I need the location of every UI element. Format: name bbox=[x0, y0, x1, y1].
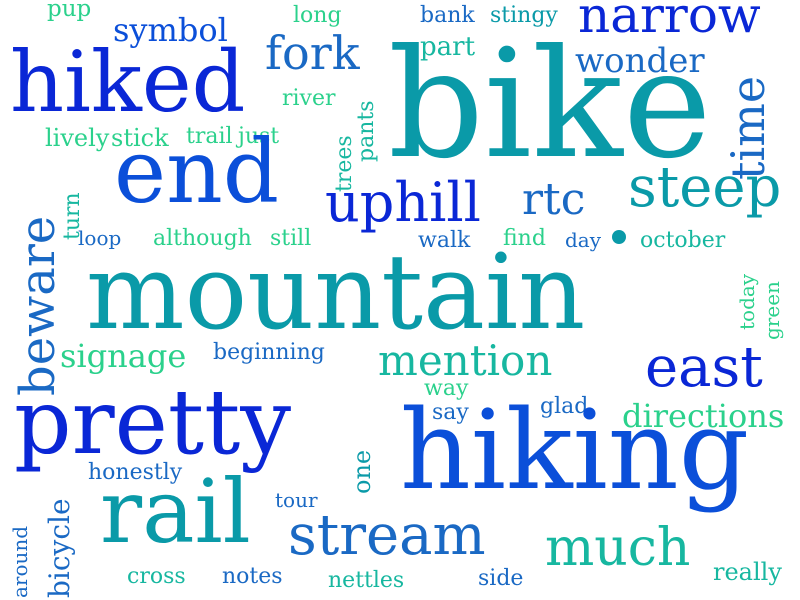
word-end: end bbox=[114, 120, 280, 223]
word-bank: bank bbox=[420, 3, 475, 28]
word-symbol: symbol bbox=[113, 11, 228, 49]
word-river: river bbox=[282, 86, 336, 111]
word-stick: stick bbox=[111, 124, 169, 152]
word-stream: stream bbox=[288, 503, 486, 568]
word-part: part bbox=[420, 32, 476, 62]
word-find: find bbox=[503, 226, 546, 251]
word-narrow: narrow bbox=[578, 0, 761, 44]
word-loop: loop bbox=[78, 226, 122, 250]
word-nettles: nettles bbox=[328, 568, 405, 593]
word-mention: mention bbox=[378, 336, 553, 385]
word-pretty: pretty bbox=[14, 370, 292, 475]
word-just: just bbox=[238, 124, 280, 149]
word-around: around bbox=[8, 525, 32, 598]
word-steep: steep bbox=[628, 155, 782, 220]
word-glad: glad bbox=[540, 394, 589, 419]
word-wonder: wonder bbox=[575, 41, 705, 81]
word-lively: lively bbox=[45, 124, 110, 152]
word-say: say bbox=[432, 400, 469, 425]
word-much: much bbox=[545, 518, 691, 578]
word-directions: directions bbox=[622, 397, 785, 435]
word-beware: beware bbox=[10, 215, 66, 396]
word-although: although bbox=[153, 226, 252, 251]
word-mountain: mountain bbox=[86, 231, 586, 353]
word-hiked: hiked bbox=[10, 33, 246, 131]
word-day: day bbox=[565, 228, 602, 252]
word-hiking: hiking bbox=[400, 386, 750, 514]
word-bike: bike bbox=[388, 18, 712, 192]
word-still: still bbox=[270, 226, 312, 251]
word-pants: pants bbox=[354, 100, 379, 163]
word-side: side bbox=[478, 566, 524, 591]
word-rtc: rtc bbox=[522, 174, 586, 225]
word-one: one bbox=[348, 449, 376, 494]
word-way: way bbox=[424, 376, 469, 401]
word-honestly: honestly bbox=[88, 460, 183, 485]
word-bicycle: bicycle bbox=[43, 498, 76, 598]
word-pup: pup bbox=[47, 0, 92, 22]
word-stingy: stingy bbox=[490, 3, 558, 28]
decorative-dot bbox=[612, 230, 626, 244]
word-trail: trail bbox=[186, 124, 233, 149]
word-rail: rail bbox=[100, 460, 251, 563]
word-fork: fork bbox=[265, 26, 360, 80]
word-notes: notes bbox=[222, 564, 283, 589]
word-tour: tour bbox=[275, 488, 318, 512]
word-green: green bbox=[760, 281, 784, 340]
word-beginning: beginning bbox=[213, 340, 325, 365]
word-today: today bbox=[735, 273, 759, 330]
word-signage: signage bbox=[60, 337, 187, 375]
word-uphill: uphill bbox=[325, 171, 481, 234]
word-really: really bbox=[713, 558, 782, 586]
word-october: october bbox=[640, 228, 726, 253]
word-cross: cross bbox=[127, 564, 186, 589]
word-walk: walk bbox=[418, 228, 471, 253]
word-east: east bbox=[645, 335, 763, 400]
word-long: long bbox=[293, 3, 342, 28]
